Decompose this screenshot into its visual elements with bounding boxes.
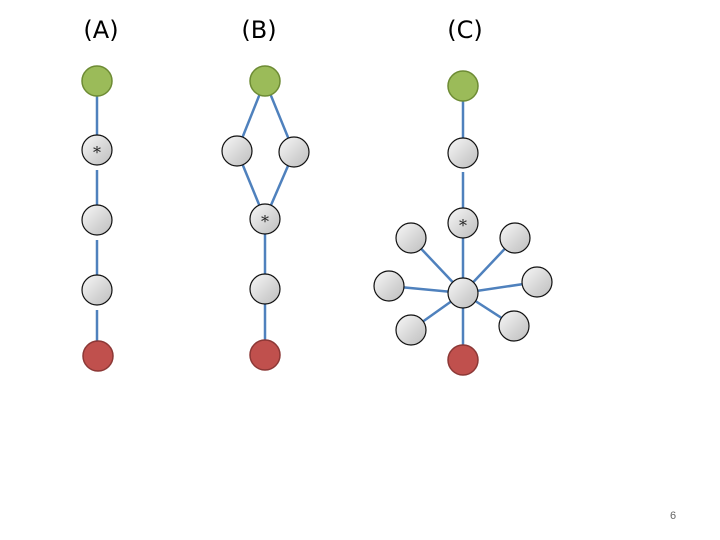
start-node [249,65,281,97]
node [521,266,553,298]
panel-label-b: (B) [241,16,276,44]
panel-label-a: (A) [83,16,118,44]
node [221,135,253,167]
start-node [447,70,479,102]
node [499,222,531,254]
hub-node [447,277,479,309]
panel-label-c: (C) [447,16,482,44]
end-node [249,339,281,371]
node-marker: * [261,212,269,231]
node [81,204,113,236]
page-number: 6 [670,510,676,522]
node [395,314,427,346]
end-node [82,340,114,372]
start-node [81,65,113,97]
end-node [447,344,479,376]
node [447,137,479,169]
node [395,222,427,254]
marked-node [81,134,113,166]
graph-b: * [221,65,310,371]
marked-node [447,207,479,239]
graph-a: * [81,65,114,372]
node [278,136,310,168]
node [249,273,281,305]
node [81,274,113,306]
marked-node [249,203,281,235]
node [498,310,530,342]
node-marker: * [93,143,101,162]
graph-c: * [373,70,553,376]
node-marker: * [459,216,467,235]
node [373,270,405,302]
